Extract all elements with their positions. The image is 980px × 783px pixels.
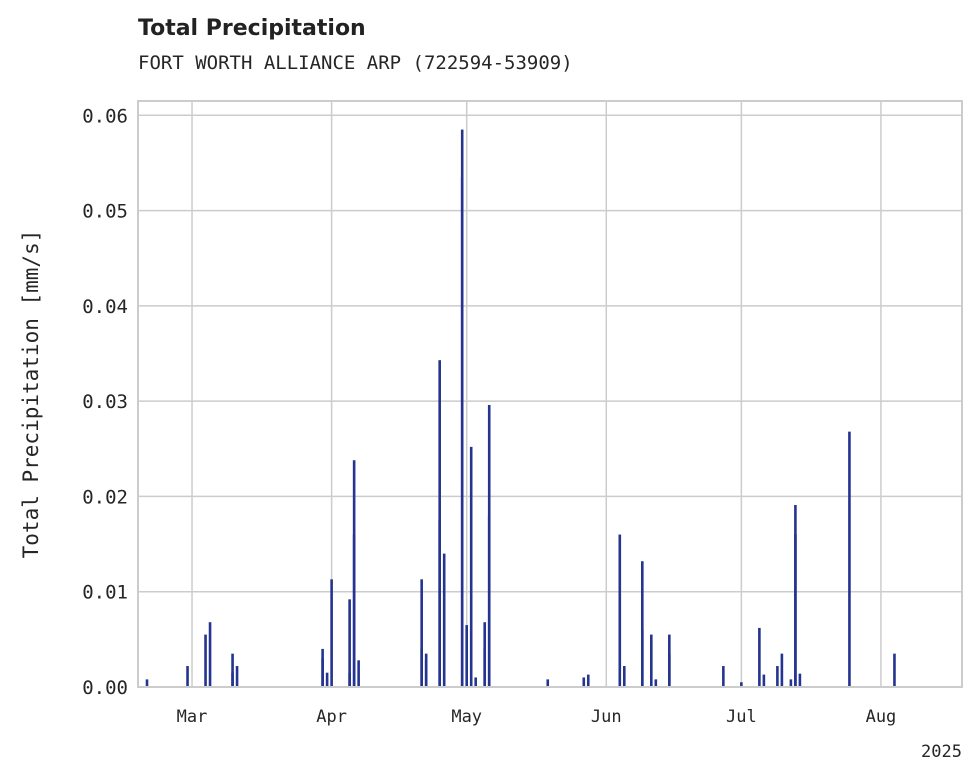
precipitation-bar [848, 431, 851, 687]
precipitation-bar [330, 579, 333, 687]
precipitation-bar [348, 599, 351, 687]
y-tick-label: 0.00 [82, 677, 128, 699]
precipitation-bar [776, 666, 779, 687]
x-tick-label: May [451, 707, 482, 727]
precipitation-bar [321, 658, 324, 687]
precipitation-bar [586, 674, 590, 687]
precipitation-bar [235, 666, 239, 687]
precipitation-bar [204, 634, 207, 687]
precipitation-bar [325, 672, 329, 687]
precipitation-bar [582, 677, 586, 687]
precipitation-bar [654, 679, 658, 687]
y-tick-label: 0.01 [82, 582, 128, 604]
precipitation-bar [798, 673, 802, 687]
precipitation-bar [618, 534, 622, 687]
precipitation-bar [357, 660, 360, 687]
y-axis-label: Total Precipitation [mm/s] [19, 230, 43, 559]
year-label: 2025 [921, 742, 962, 762]
y-tick-label: 0.03 [82, 391, 128, 413]
y-tick-label: 0.06 [82, 105, 128, 127]
precipitation-bar [762, 674, 766, 687]
x-tick-label: Aug [866, 707, 897, 727]
precipitation-bar [145, 679, 149, 687]
precipitation-bar [438, 360, 441, 687]
y-ticks: 0.00 0.01 0.02 0.03 0.04 0.05 0.06 [82, 105, 128, 699]
precipitation-bar [487, 515, 491, 687]
precipitation-bar [740, 682, 743, 687]
precipitation-bar [442, 553, 446, 687]
precipitation-bar [641, 629, 644, 687]
x-tick-label: Jun [591, 707, 622, 727]
precipitation-bar [469, 446, 473, 687]
precipitation-bar [641, 561, 644, 687]
precipitation-bar [668, 653, 671, 687]
plot-frame [137, 100, 963, 688]
x-tick-label: Jul [726, 707, 757, 727]
chart-title: Total Precipitation [138, 16, 366, 41]
x-ticks: Mar Apr May Jun Jul Aug [177, 707, 897, 727]
precipitation-bar [650, 634, 653, 687]
precipitation-bar [460, 177, 464, 687]
precipitation-bar [208, 622, 212, 687]
precipitation-bar [231, 653, 234, 687]
precipitation-bar [424, 660, 428, 687]
y-tick-label: 0.02 [82, 486, 128, 508]
precipitation-bar [465, 625, 468, 687]
precipitation-bar [483, 648, 487, 687]
precipitation-bar [186, 666, 189, 687]
precipitation-bar [893, 653, 896, 687]
x-tick-label: Mar [177, 707, 208, 727]
precipitation-bar [420, 648, 423, 687]
y-tick-label: 0.05 [82, 201, 128, 223]
precipitation-bar [348, 672, 351, 687]
grid-lines [138, 101, 962, 688]
precipitation-bar [722, 666, 725, 687]
chart-subtitle: FORT WORTH ALLIANCE ARP (722594-53909) [138, 52, 573, 74]
precipitation-bar [794, 505, 797, 687]
precipitation-bar [780, 653, 784, 687]
precipitation-bar [789, 679, 793, 687]
x-tick-label: Apr [316, 707, 347, 727]
precipitation-bar [420, 579, 423, 687]
precipitation-bar [546, 679, 550, 687]
y-tick-label: 0.04 [82, 296, 128, 318]
precipitation-bar [758, 627, 761, 687]
precipitation-bar [474, 677, 478, 687]
bars-group [145, 129, 896, 687]
precipitation-bar [352, 534, 356, 687]
precipitation-bar [231, 672, 234, 687]
precipitation-bar [622, 666, 626, 687]
